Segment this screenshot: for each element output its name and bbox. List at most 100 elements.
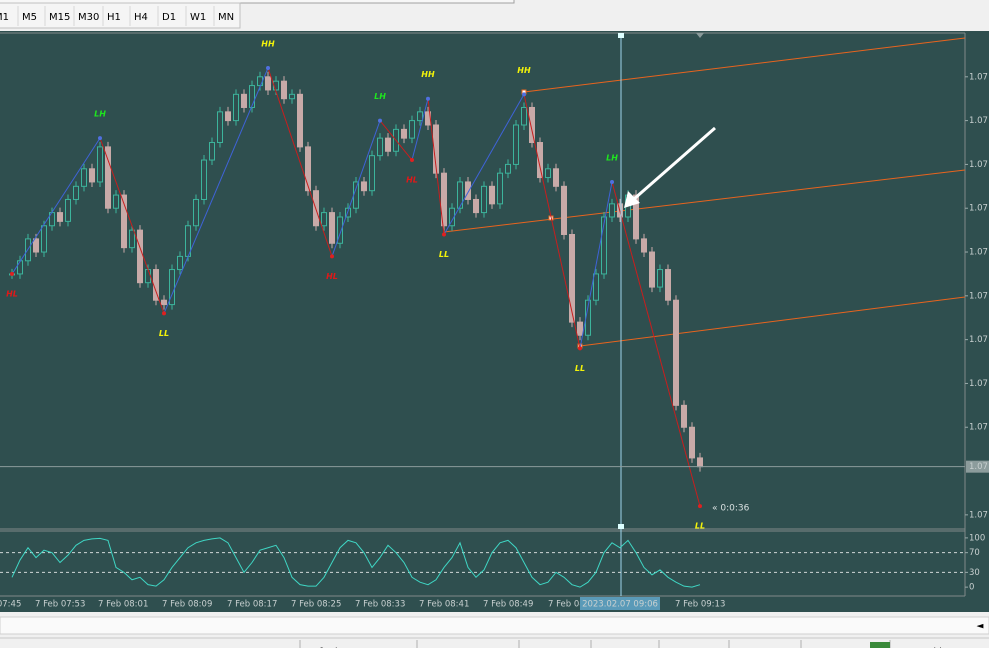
candle-body xyxy=(385,137,391,152)
candle-body xyxy=(673,299,679,406)
crosshair-time: 2023.02.07 09:06 xyxy=(582,600,658,610)
candle-body xyxy=(177,255,183,271)
swing-label: LH xyxy=(94,110,106,119)
swing-label: HL xyxy=(6,289,18,298)
candle-body xyxy=(257,76,263,87)
candle-body xyxy=(409,120,415,139)
candle-body xyxy=(441,172,447,227)
osc-line xyxy=(11,537,701,588)
crosshair-handle[interactable] xyxy=(618,33,624,38)
arrow-shaft xyxy=(633,126,716,201)
candle-body xyxy=(377,137,383,157)
x-tick-label: 7 Feb 08:49 xyxy=(483,600,533,610)
arrow xyxy=(624,126,716,208)
candle-body xyxy=(417,111,423,122)
candle-body xyxy=(337,216,343,244)
candle-body xyxy=(545,168,551,179)
channel-line xyxy=(523,37,966,93)
swing-point xyxy=(610,179,614,184)
candle-body xyxy=(505,163,511,174)
timeframe-button[interactable]: H1 xyxy=(107,12,121,23)
candle-body xyxy=(513,124,519,165)
y-tick-label: 1.07 xyxy=(969,291,988,301)
channel-line xyxy=(579,296,966,347)
x-tick-label: 7 Feb 08:33 xyxy=(355,600,405,610)
candle-body xyxy=(353,181,359,209)
candle-body xyxy=(497,172,503,205)
zigzag-segment xyxy=(99,137,165,314)
candle-body xyxy=(33,238,39,253)
chart-area xyxy=(0,31,989,613)
y-tick-label: 1.07 xyxy=(969,335,988,345)
swing-label: LH xyxy=(606,153,618,162)
scroll-left[interactable]: ◄ xyxy=(977,622,984,632)
candle-body xyxy=(369,155,375,192)
candle-body xyxy=(241,93,247,108)
candle-body xyxy=(633,194,639,240)
candle-body xyxy=(321,212,327,227)
candle-body xyxy=(233,93,239,122)
timeframe-button[interactable]: M1 xyxy=(0,12,9,23)
swing-label: LL xyxy=(575,364,585,373)
swing-label: LL xyxy=(159,329,169,338)
candle-body xyxy=(265,76,271,91)
swing-label: HL xyxy=(326,272,338,281)
zigzag-segment xyxy=(523,94,581,349)
timeframe-button[interactable]: M5 xyxy=(22,12,37,23)
swing-label: HL xyxy=(406,176,418,185)
candle-body xyxy=(697,457,703,468)
osc-tick-label: 100 xyxy=(969,533,985,543)
zigzag-segment xyxy=(163,67,269,314)
x-tick-label: 7 Feb 08:41 xyxy=(419,600,469,610)
candle-body xyxy=(641,238,647,253)
zigzag: HL LH LL HH HL LH HL HH LL HH LL LH LL xyxy=(6,40,705,531)
candle-body xyxy=(553,168,559,187)
candle-body xyxy=(145,269,151,284)
candle-body xyxy=(97,146,103,183)
x-tick-label: 7 Feb 08:09 xyxy=(162,600,212,610)
candle-body xyxy=(65,198,71,222)
zigzag-segment xyxy=(411,98,429,161)
candle-body xyxy=(577,321,583,336)
candle-body xyxy=(209,142,215,161)
x-tick-label: 7 Feb 08:57 xyxy=(548,600,598,610)
swing-point xyxy=(162,311,166,316)
timeframe-button[interactable]: W1 xyxy=(190,12,206,23)
candle-body xyxy=(225,111,231,122)
zigzag-segment xyxy=(443,94,525,235)
timeframe-button[interactable]: D1 xyxy=(162,12,176,23)
shift-marker xyxy=(696,33,704,38)
swing-label: HH xyxy=(261,40,275,49)
candle-body xyxy=(201,159,207,200)
timeframe-button[interactable]: M15 xyxy=(49,12,70,23)
candle-body xyxy=(193,198,199,227)
timeframe-bar xyxy=(0,2,241,29)
x-tick-label: 7 Feb 08:01 xyxy=(98,600,148,610)
candle-body xyxy=(609,203,615,218)
candle-body xyxy=(137,229,143,284)
scrollbar[interactable] xyxy=(0,616,989,635)
timeframe-button[interactable]: M30 xyxy=(78,12,99,23)
zigzag-segment xyxy=(579,181,613,349)
arrow-head xyxy=(624,191,640,208)
timeframe-button[interactable]: H4 xyxy=(134,12,148,23)
osc-tick-label: 0 xyxy=(969,583,974,593)
bid-label: 1.07 xyxy=(969,462,988,472)
candle-body xyxy=(521,106,527,126)
swing-label: LL xyxy=(439,250,449,259)
y-tick-label: 1.07 xyxy=(969,379,988,389)
swing-point xyxy=(266,66,270,71)
channel-line xyxy=(443,169,966,233)
candle-body xyxy=(161,299,167,306)
candle-body xyxy=(681,404,687,428)
candle-body xyxy=(401,128,407,139)
candle-body xyxy=(473,198,479,214)
candle-body xyxy=(297,93,303,148)
swing-point xyxy=(378,118,382,123)
candle-body xyxy=(481,185,487,214)
swing-point xyxy=(442,232,446,237)
timeframe-button[interactable]: MN xyxy=(218,12,234,23)
crosshair-handle[interactable] xyxy=(618,524,624,529)
zigzag-segment xyxy=(11,137,101,275)
